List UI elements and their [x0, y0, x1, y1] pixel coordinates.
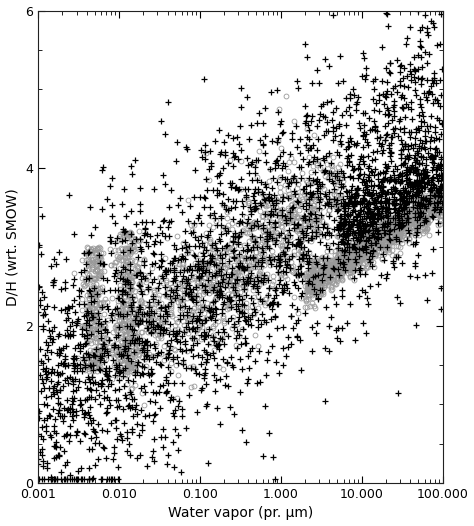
X-axis label: Water vapor (pr. μm): Water vapor (pr. μm)	[168, 507, 313, 520]
Y-axis label: D/H (wrt. SMOW): D/H (wrt. SMOW)	[6, 188, 19, 306]
